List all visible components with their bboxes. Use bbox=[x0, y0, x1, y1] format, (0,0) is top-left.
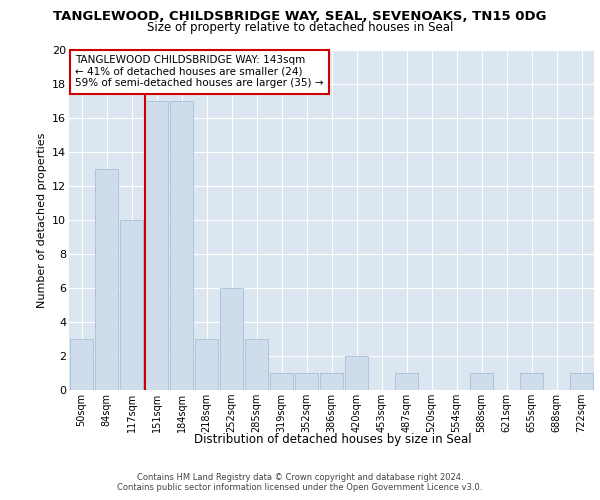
Text: Contains HM Land Registry data © Crown copyright and database right 2024.: Contains HM Land Registry data © Crown c… bbox=[137, 472, 463, 482]
Bar bbox=[195, 339, 218, 390]
Text: Contains public sector information licensed under the Open Government Licence v3: Contains public sector information licen… bbox=[118, 484, 482, 492]
Bar bbox=[570, 373, 593, 390]
Bar bbox=[120, 220, 143, 390]
Bar bbox=[345, 356, 368, 390]
Bar bbox=[170, 101, 193, 390]
Text: TANGLEWOOD CHILDSBRIDGE WAY: 143sqm
← 41% of detached houses are smaller (24)
59: TANGLEWOOD CHILDSBRIDGE WAY: 143sqm ← 41… bbox=[76, 55, 324, 88]
Text: Distribution of detached houses by size in Seal: Distribution of detached houses by size … bbox=[194, 432, 472, 446]
Text: TANGLEWOOD, CHILDSBRIDGE WAY, SEAL, SEVENOAKS, TN15 0DG: TANGLEWOOD, CHILDSBRIDGE WAY, SEAL, SEVE… bbox=[53, 10, 547, 23]
Bar bbox=[295, 373, 318, 390]
Bar bbox=[320, 373, 343, 390]
Bar bbox=[395, 373, 418, 390]
Bar bbox=[220, 288, 243, 390]
Bar bbox=[520, 373, 543, 390]
Bar bbox=[145, 101, 168, 390]
Text: Size of property relative to detached houses in Seal: Size of property relative to detached ho… bbox=[147, 21, 453, 34]
Bar bbox=[470, 373, 493, 390]
Bar bbox=[245, 339, 268, 390]
Bar bbox=[70, 339, 93, 390]
Bar bbox=[95, 169, 118, 390]
Bar bbox=[270, 373, 293, 390]
Y-axis label: Number of detached properties: Number of detached properties bbox=[37, 132, 47, 308]
